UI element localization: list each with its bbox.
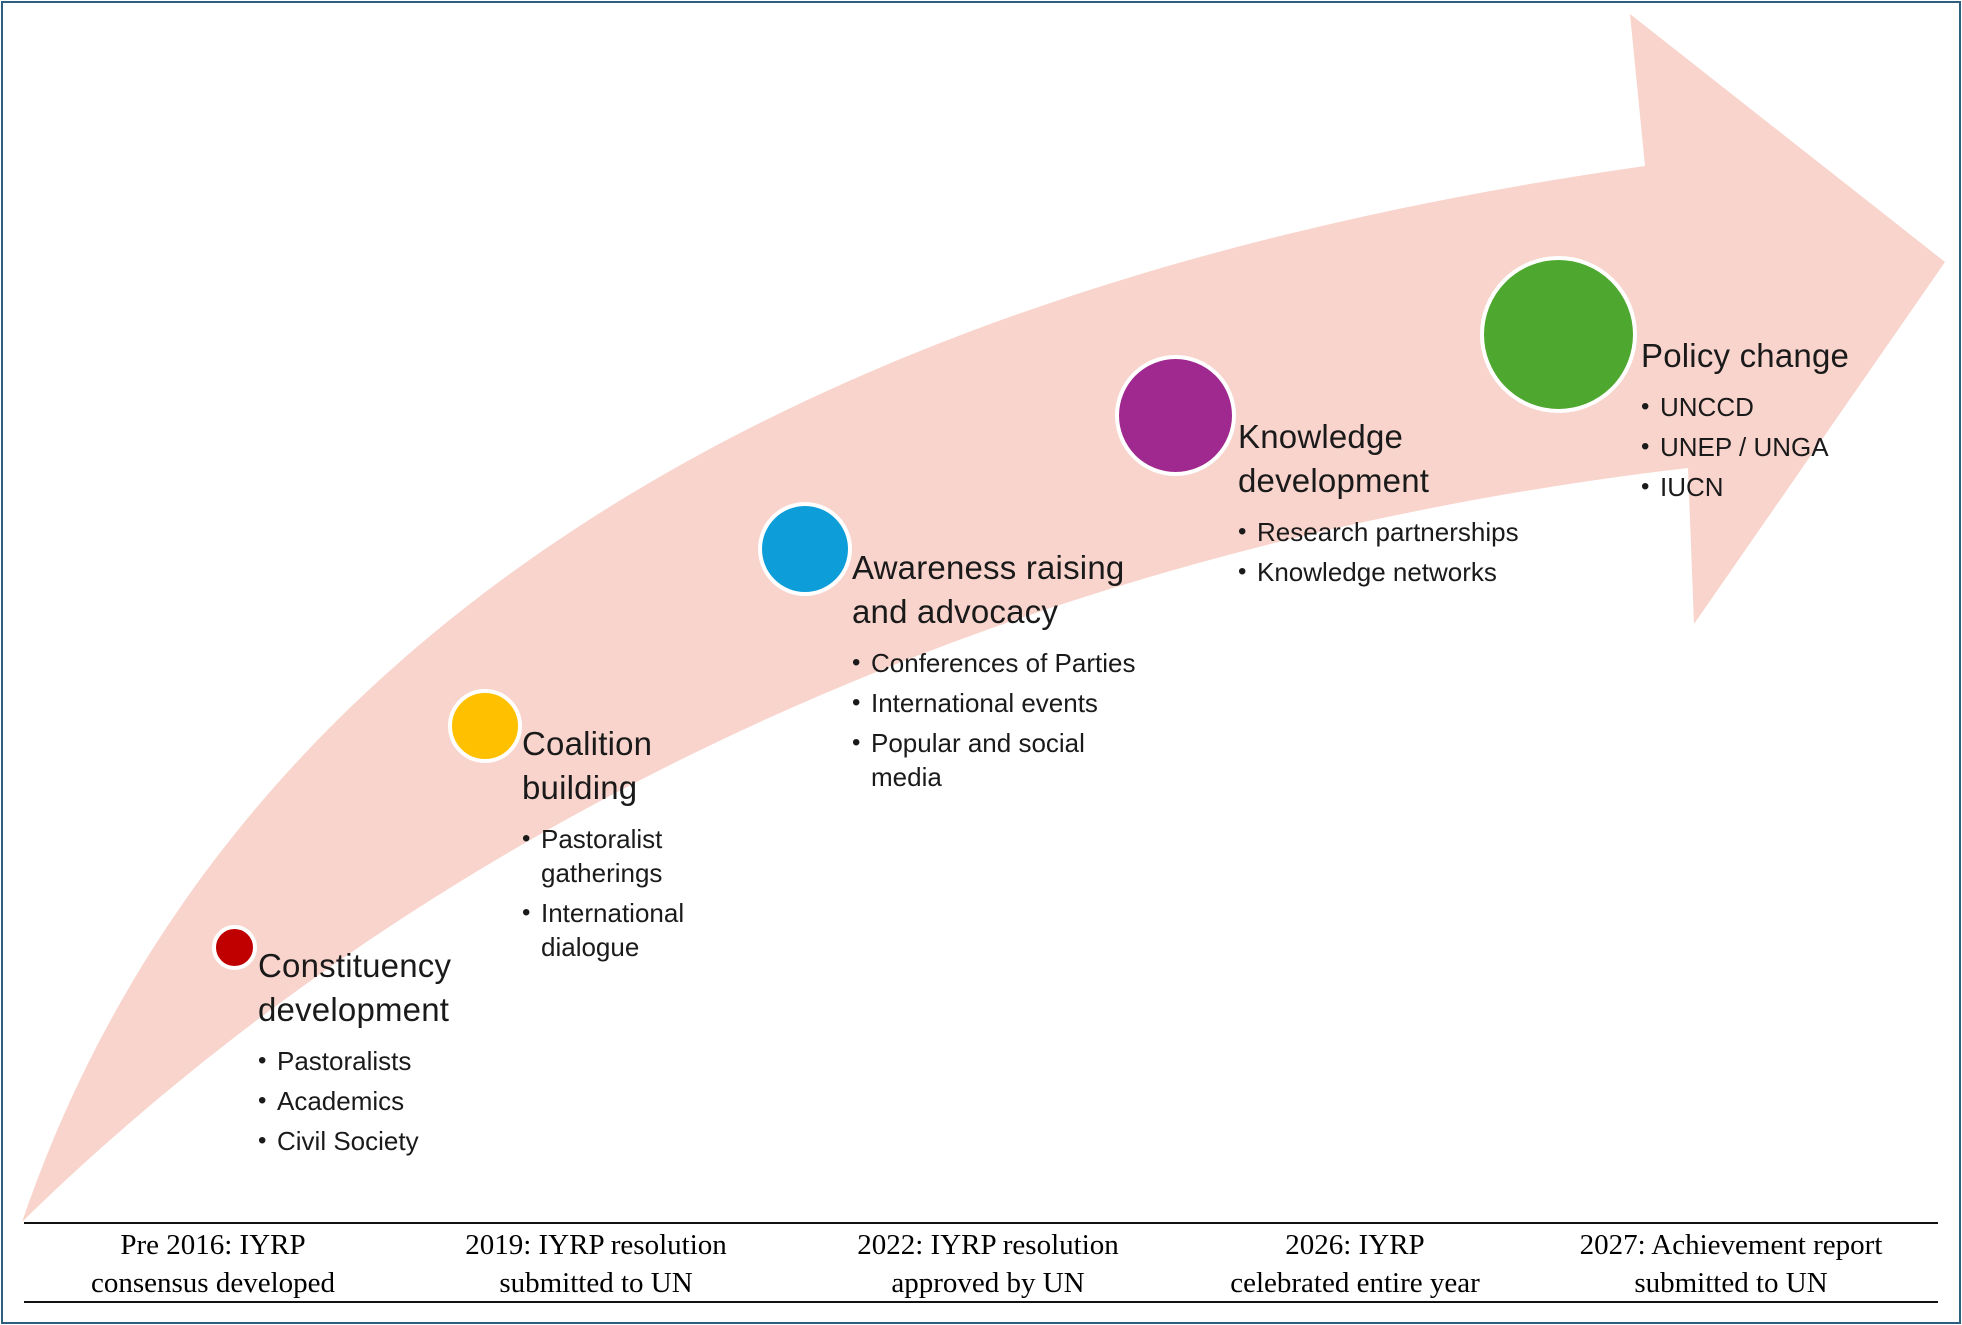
milestone-2022: 2022: IYRP resolution approved by UN [857, 1229, 1119, 1299]
list-item: Conferences of Parties [852, 646, 1142, 680]
stage-knowledge-development: Knowledge development Research partnersh… [1238, 415, 1568, 595]
stage-title: Awareness raising and advocacy [852, 549, 1125, 630]
awareness-dot [758, 502, 852, 596]
list-item: Pastoralist gatherings [522, 822, 722, 890]
milestone-pre-2016: Pre 2016: IYRP consensus developed [90, 1229, 336, 1299]
bullet-list: Pastoralists Academics Civil Society [258, 1044, 518, 1158]
stage-constituency-development: Constituency development Pastoralists Ac… [258, 944, 518, 1164]
milestone-2019: 2019: IYRP resolution submitted to UN [465, 1229, 727, 1299]
list-item: International dialogue [522, 896, 722, 964]
list-item: Popular and social media [852, 726, 1142, 794]
stage-title: Coalition building [522, 725, 653, 806]
list-item: Knowledge networks [1238, 555, 1568, 589]
list-item: International events [852, 686, 1142, 720]
knowledge-dot [1115, 355, 1236, 476]
constituency-dot [212, 925, 257, 970]
curved-arrow-shape [22, 14, 1945, 1222]
bullet-list: Research partnerships Knowledge networks [1238, 515, 1568, 589]
list-item: Civil Society [258, 1124, 518, 1158]
stage-title: Knowledge development [1238, 418, 1430, 499]
list-item: UNEP / UNGA [1641, 430, 1901, 464]
milestone-2027: 2027: Achievement report submitted to UN [1579, 1229, 1883, 1299]
list-item: Pastoralists [258, 1044, 518, 1078]
list-item: UNCCD [1641, 390, 1901, 424]
stage-coalition-building: Coalition building Pastoralist gathering… [522, 722, 722, 970]
stage-title: Policy change [1641, 337, 1850, 374]
stage-awareness-raising: Awareness raising and advocacy Conferenc… [852, 546, 1182, 800]
coalition-dot [448, 689, 522, 763]
bullet-list: Conferences of Parties International eve… [852, 646, 1142, 794]
bullet-list: UNCCD UNEP / UNGA IUCN [1641, 390, 1901, 504]
list-item: Academics [258, 1084, 518, 1118]
policy-dot [1480, 256, 1637, 413]
milestone-2026: 2026: IYRP celebrated entire year [1230, 1229, 1480, 1299]
timeline-bottom-rule [24, 1301, 1938, 1303]
stage-title: Constituency development [258, 947, 452, 1028]
timeline-top-rule [24, 1222, 1938, 1224]
list-item: IUCN [1641, 470, 1901, 504]
stage-policy-change: Policy change UNCCD UNEP / UNGA IUCN [1641, 334, 1901, 510]
list-item: Research partnerships [1238, 515, 1568, 549]
bullet-list: Pastoralist gatherings International dia… [522, 822, 722, 964]
